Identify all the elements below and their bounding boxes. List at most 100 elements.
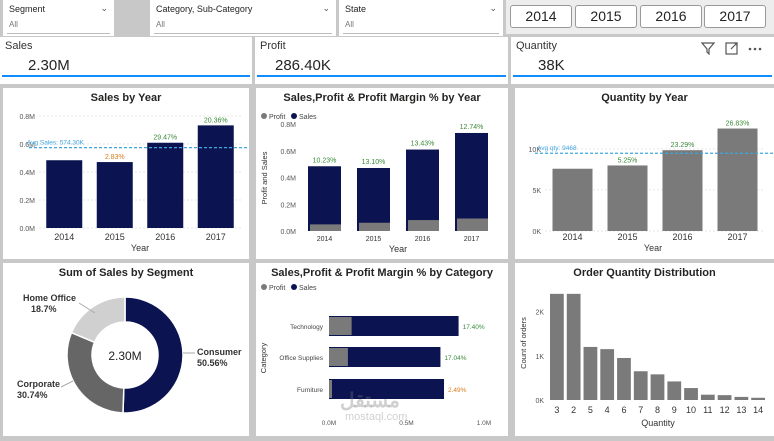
- watermark-latin: mostaql.com: [345, 411, 408, 423]
- bar-2014: [552, 168, 593, 231]
- y-tick-label: 0.4M: [280, 176, 296, 183]
- visual-header: [700, 41, 766, 58]
- profit-bar-furniture: [329, 380, 332, 398]
- year-button-2014[interactable]: 2014: [510, 5, 572, 28]
- x-tick-label: 2014: [54, 232, 74, 242]
- focus-mode-icon[interactable]: [725, 42, 738, 55]
- bar-2015: [96, 162, 133, 228]
- quantity-by-year-chart: Quantity by Year 0K 5K 10K 2014 2015 5.25% 201…: [515, 88, 774, 259]
- card-label: Quantity: [516, 40, 557, 52]
- chevron-down-icon[interactable]: ⌄: [322, 3, 330, 13]
- leader-line: [78, 302, 96, 314]
- chart-title: Order Quantity Distribution: [573, 267, 716, 279]
- margin-label: 17.04%: [444, 355, 466, 362]
- y-axis-label: Count of orders: [519, 317, 528, 369]
- slicer-label: State: [345, 4, 367, 14]
- x-tick-label: 13: [736, 405, 746, 415]
- y-tick-label: 10K: [529, 147, 542, 154]
- x-tick-label: 10: [686, 405, 696, 415]
- slice-name-label: Corporate: [17, 379, 60, 389]
- sales-card: Sales 2.30M: [0, 37, 252, 84]
- x-tick-label: 12: [720, 405, 730, 415]
- sales-bar-office-supplies: [329, 347, 441, 367]
- legend-marker-profit: [261, 284, 267, 290]
- x-tick-label: 2014: [317, 236, 333, 243]
- card-label: Profit: [260, 40, 286, 52]
- x-tick-label: 2015: [617, 232, 637, 242]
- slicer-value[interactable]: All: [9, 20, 18, 29]
- margin-label: 17.40%: [463, 324, 485, 331]
- slicer-value[interactable]: All: [156, 20, 165, 29]
- y-tick-label: Office Supplies: [279, 355, 323, 362]
- y-tick-label: Furniture: [297, 387, 323, 394]
- slicer-value[interactable]: All: [345, 20, 354, 29]
- legend-label: Profit: [269, 114, 285, 121]
- chart-title: Sales,Profit & Profit Margin % by Catego…: [271, 267, 493, 279]
- data-label: 20.36%: [204, 117, 228, 124]
- y-tick-label: 0.8M: [280, 122, 296, 129]
- legend-marker-profit: [261, 113, 267, 119]
- bar-quantity-10: [684, 388, 698, 400]
- bar-quantity-2: [550, 293, 564, 400]
- bar-quantity-3: [566, 293, 581, 400]
- y-tick-label: 1K: [535, 354, 544, 361]
- x-tick-label: 11: [703, 405, 712, 415]
- card-value: 2.30M: [28, 57, 70, 74]
- y-tick-label: 0K: [535, 398, 544, 405]
- bar-2016: [662, 150, 703, 231]
- sales-profit-by-year-svg: Profit Sales 0.0M 0.2M 0.4M 0.6M 0.8M 10.23% 201…: [260, 113, 488, 254]
- chart-title: Quantity by Year: [601, 92, 688, 104]
- chevron-down-icon[interactable]: ⌄: [100, 3, 108, 13]
- sales-profit-by-category-svg: Profit Sales 17.40% Technology 17.04% Office …: [259, 284, 491, 427]
- profit-bar-2014: [310, 224, 341, 231]
- category-slicer[interactable]: Category, Sub-Category ⌄ All: [150, 0, 336, 36]
- year-button-2017[interactable]: 2017: [704, 5, 766, 28]
- profit-bar-2015: [359, 222, 390, 231]
- quantity-by-year-svg: 0K 5K 10K 2014 2015 5.25% 2016 23.29% 2017 26.83%…: [529, 121, 774, 253]
- card-label: Sales: [5, 40, 33, 52]
- y-tick-label: 0.8M: [19, 114, 35, 121]
- sales-bar-furniture: [329, 379, 445, 399]
- slicer-label: Category, Sub-Category: [156, 4, 253, 14]
- x-tick-label: 2016: [672, 232, 692, 242]
- filter-icon[interactable]: [700, 42, 716, 56]
- year-slicer: 2014 2015 2016 2017: [506, 0, 774, 34]
- slice-pct-label: 18.7%: [31, 304, 57, 314]
- slice-name-label: Home Office: [23, 293, 76, 303]
- legend-marker-sales: [291, 113, 297, 119]
- margin-label: 2.49%: [448, 387, 467, 394]
- y-axis-label: Category: [259, 343, 268, 374]
- bar-2015: [607, 165, 648, 231]
- x-tick-label: 14: [753, 405, 763, 415]
- y-tick-label: 2K: [535, 310, 544, 317]
- y-tick-label: 0.0M: [19, 226, 35, 233]
- sales-bar-2014: [308, 166, 341, 231]
- year-button-2015[interactable]: 2015: [575, 5, 637, 28]
- margin-label: 13.10%: [362, 159, 386, 166]
- bar-quantity-13: [734, 396, 749, 400]
- x-tick-label: 1.0M: [477, 420, 491, 427]
- bar-2014: [46, 160, 83, 228]
- chevron-down-icon[interactable]: ⌄: [489, 3, 497, 13]
- x-tick-label: 8: [655, 405, 660, 415]
- bar-quantity-12: [717, 395, 732, 400]
- chart-title: Sum of Sales by Segment: [58, 267, 194, 279]
- x-tick-label: 6: [621, 405, 626, 415]
- segment-slicer[interactable]: Segment ⌄ All: [3, 0, 114, 36]
- sales-profit-by-year-chart: Sales,Profit & Profit Margin % by Year P…: [256, 88, 508, 259]
- more-options-icon[interactable]: [748, 47, 762, 51]
- profit-bar-office-supplies: [329, 348, 348, 366]
- state-slicer[interactable]: State ⌄ All: [339, 0, 503, 36]
- y-axis-label: Profit and Sales: [260, 151, 269, 204]
- leader-line: [60, 380, 74, 388]
- x-tick-label: 3: [554, 405, 559, 415]
- slicer-underline: [154, 33, 332, 34]
- year-button-2016[interactable]: 2016: [640, 5, 702, 28]
- watermark-arabic: مستقل: [340, 390, 400, 412]
- x-axis-label: Year: [644, 243, 662, 253]
- legend-label: Profit: [269, 285, 285, 292]
- slice-consumer: [122, 296, 184, 414]
- x-tick-label: 5: [588, 405, 593, 415]
- y-tick-label: Technology: [290, 324, 324, 331]
- margin-label: 12.74%: [460, 124, 484, 131]
